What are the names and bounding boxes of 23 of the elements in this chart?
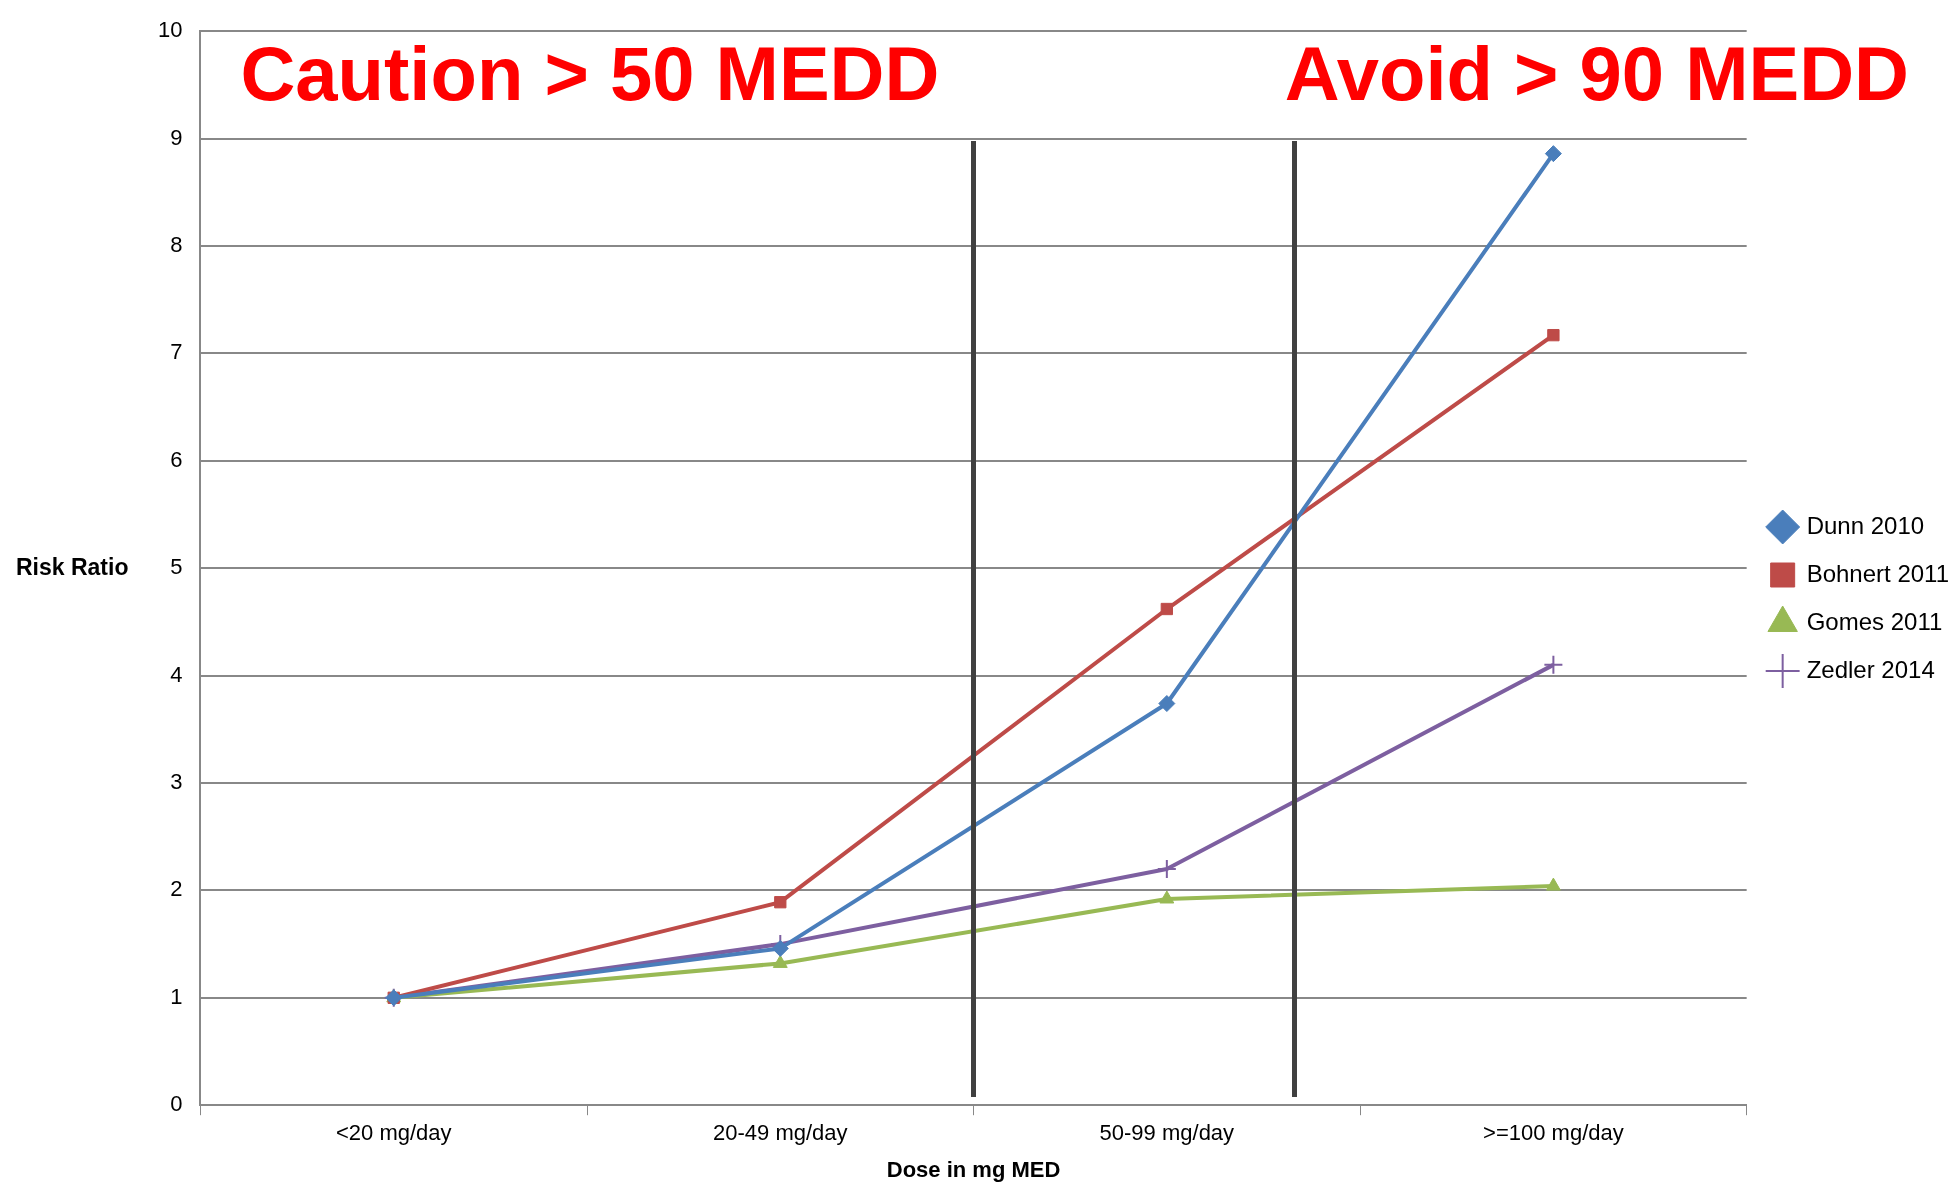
y-tick-label: 9 [170, 124, 183, 150]
annotation: Avoid > 90 MEDD [1284, 31, 1909, 117]
x-axis-title: Dose in mg MED [886, 1156, 1061, 1182]
y-tick-label: 4 [170, 661, 183, 687]
x-tick-label: <20 mg/day [335, 1120, 452, 1146]
y-tick-label: 2 [170, 876, 183, 902]
y-tick-label: 0 [170, 1091, 183, 1117]
y-tick-label: 1 [170, 983, 183, 1009]
x-tick-label: 50-99 mg/day [1099, 1120, 1235, 1146]
y-tick-label: 8 [170, 232, 183, 258]
y-tick-label: 6 [170, 446, 183, 472]
y-tick-label: 3 [170, 769, 183, 795]
legend-label: Bohnert 2011 [1806, 559, 1950, 587]
annotation: Caution > 50 MEDD [240, 31, 940, 117]
x-tick-label: >=100 mg/day [1483, 1120, 1624, 1146]
y-tick-label: 10 [157, 17, 183, 43]
y-tick-label: 5 [170, 554, 183, 580]
x-tick-label: 20-49 mg/day [713, 1120, 848, 1146]
legend-label: Zedler 2014 [1806, 655, 1935, 683]
y-axis-title: Risk Ratio [16, 553, 129, 580]
legend-label: Gomes 2011 [1806, 607, 1943, 635]
y-tick-label: 7 [170, 339, 183, 365]
legend-label: Dunn 2010 [1806, 511, 1925, 539]
